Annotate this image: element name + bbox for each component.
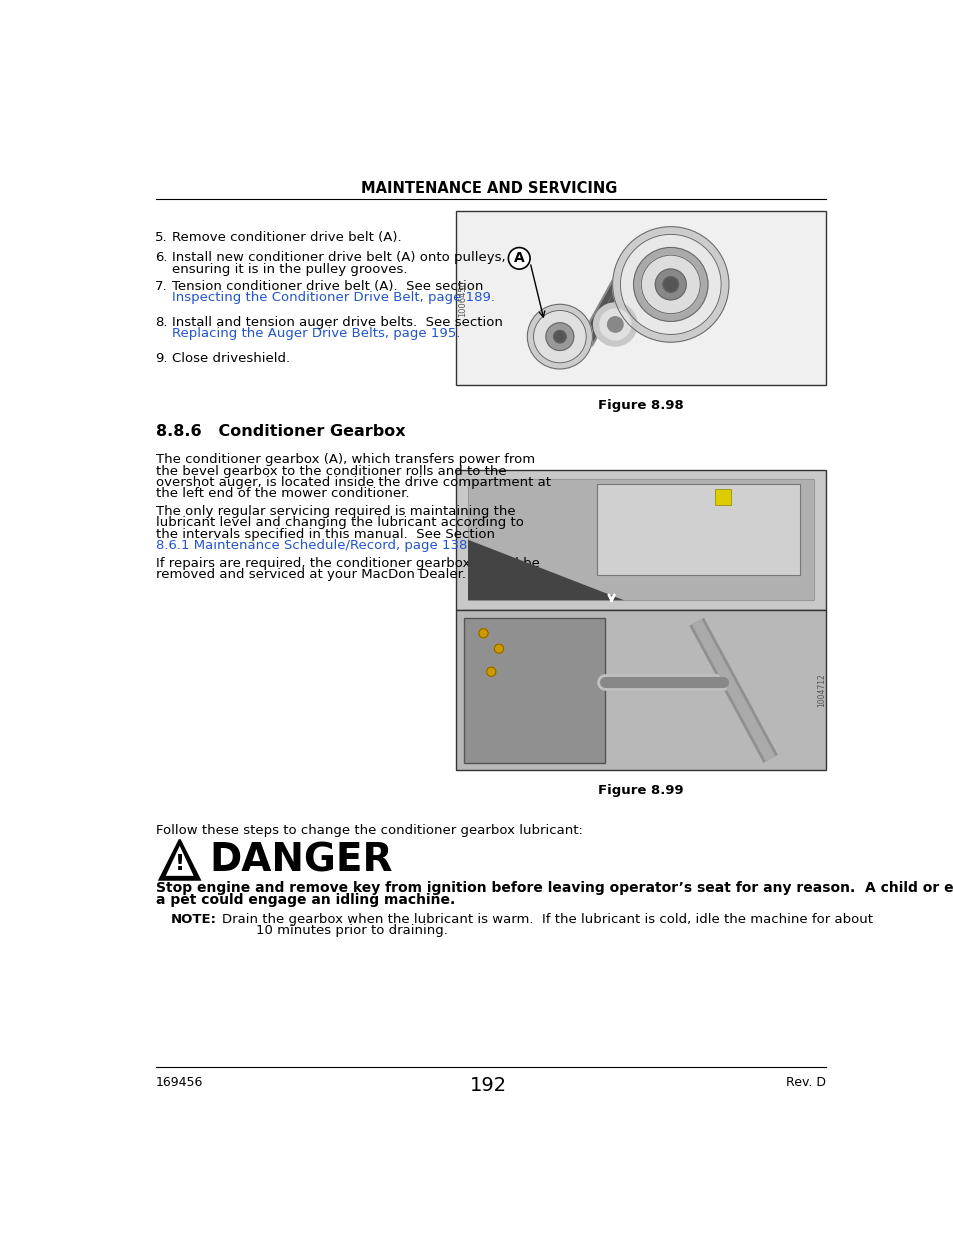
- Text: 1006450: 1006450: [457, 280, 467, 317]
- FancyBboxPatch shape: [456, 211, 825, 385]
- Text: 7.: 7.: [154, 280, 167, 293]
- Circle shape: [553, 331, 565, 343]
- Text: NOTE:: NOTE:: [171, 913, 217, 926]
- Text: MAINTENANCE AND SERVICING: MAINTENANCE AND SERVICING: [360, 180, 617, 195]
- Text: Install new conditioner drive belt (A) onto pulleys,: Install new conditioner drive belt (A) o…: [172, 252, 505, 264]
- Text: 8.8.6   Conditioner Gearbox: 8.8.6 Conditioner Gearbox: [155, 424, 405, 438]
- Text: overshot auger, is located inside the drive compartment at: overshot auger, is located inside the dr…: [155, 475, 550, 489]
- Text: Figure 8.98: Figure 8.98: [598, 399, 683, 412]
- Text: the left end of the mower conditioner.: the left end of the mower conditioner.: [155, 488, 409, 500]
- Text: removed and serviced at your MacDon Dealer.: removed and serviced at your MacDon Deal…: [155, 568, 465, 580]
- Text: Follow these steps to change the conditioner gearbox lubricant:: Follow these steps to change the conditi…: [155, 824, 582, 837]
- Circle shape: [662, 277, 678, 293]
- Text: Remove conditioner drive belt (A).: Remove conditioner drive belt (A).: [172, 231, 401, 243]
- Text: Drain the gearbox when the lubricant is warm.  If the lubricant is cold, idle th: Drain the gearbox when the lubricant is …: [221, 913, 872, 926]
- Text: Tension conditioner drive belt (A).  See section: Tension conditioner drive belt (A). See …: [172, 280, 483, 293]
- FancyBboxPatch shape: [456, 610, 825, 771]
- Polygon shape: [166, 846, 193, 876]
- Circle shape: [508, 247, 530, 269]
- Circle shape: [494, 645, 503, 653]
- Text: DANGER: DANGER: [209, 841, 393, 879]
- FancyBboxPatch shape: [597, 484, 800, 576]
- Text: Rev. D: Rev. D: [785, 1076, 825, 1089]
- Text: The only regular servicing required is maintaining the: The only regular servicing required is m…: [155, 505, 515, 517]
- Circle shape: [612, 227, 728, 342]
- Text: If repairs are required, the conditioner gearbox should be: If repairs are required, the conditioner…: [155, 557, 539, 569]
- Text: 6.: 6.: [154, 252, 167, 264]
- Circle shape: [607, 316, 622, 332]
- Text: 169456: 169456: [155, 1076, 203, 1089]
- Circle shape: [545, 322, 574, 351]
- Circle shape: [478, 629, 488, 638]
- Text: 10 minutes prior to draining.: 10 minutes prior to draining.: [256, 924, 448, 937]
- FancyBboxPatch shape: [715, 489, 730, 505]
- Circle shape: [486, 667, 496, 677]
- Text: 8.: 8.: [154, 316, 167, 329]
- Text: 192: 192: [470, 1076, 507, 1095]
- Text: 9.: 9.: [154, 352, 167, 366]
- Circle shape: [633, 247, 707, 321]
- Circle shape: [619, 235, 720, 335]
- Text: Replacing the Auger Drive Belts, page 195.: Replacing the Auger Drive Belts, page 19…: [172, 327, 460, 341]
- Polygon shape: [468, 540, 623, 600]
- Text: ensuring it is in the pulley grooves.: ensuring it is in the pulley grooves.: [172, 263, 407, 275]
- Text: the intervals specified in this manual.  See Section: the intervals specified in this manual. …: [155, 527, 498, 541]
- Circle shape: [593, 303, 637, 346]
- Text: lubricant level and changing the lubricant according to: lubricant level and changing the lubrica…: [155, 516, 523, 530]
- Circle shape: [640, 256, 700, 314]
- Text: !: !: [174, 855, 185, 874]
- FancyBboxPatch shape: [464, 618, 604, 763]
- Text: Install and tension auger drive belts.  See section: Install and tension auger drive belts. S…: [172, 316, 502, 329]
- Text: A: A: [514, 252, 524, 266]
- Text: the bevel gearbox to the conditioner rolls and to the: the bevel gearbox to the conditioner rol…: [155, 464, 506, 478]
- Polygon shape: [159, 840, 199, 879]
- Text: 5.: 5.: [154, 231, 167, 243]
- Circle shape: [599, 309, 630, 340]
- Text: Close driveshield.: Close driveshield.: [172, 352, 290, 366]
- Text: 8.6.1 Maintenance Schedule/Record, page 138.: 8.6.1 Maintenance Schedule/Record, page …: [155, 538, 471, 552]
- Text: a pet could engage an idling machine.: a pet could engage an idling machine.: [155, 893, 455, 906]
- Text: Stop engine and remove key from ignition before leaving operator’s seat for any : Stop engine and remove key from ignition…: [155, 882, 953, 895]
- Text: Inspecting the Conditioner Drive Belt, page 189.: Inspecting the Conditioner Drive Belt, p…: [172, 291, 495, 304]
- Text: 1004712: 1004712: [816, 673, 825, 708]
- Circle shape: [533, 310, 586, 363]
- FancyBboxPatch shape: [468, 479, 814, 600]
- Text: Figure 8.99: Figure 8.99: [598, 784, 683, 798]
- Circle shape: [527, 304, 592, 369]
- Text: The conditioner gearbox (A), which transfers power from: The conditioner gearbox (A), which trans…: [155, 453, 535, 466]
- Circle shape: [655, 269, 685, 300]
- FancyBboxPatch shape: [456, 471, 825, 610]
